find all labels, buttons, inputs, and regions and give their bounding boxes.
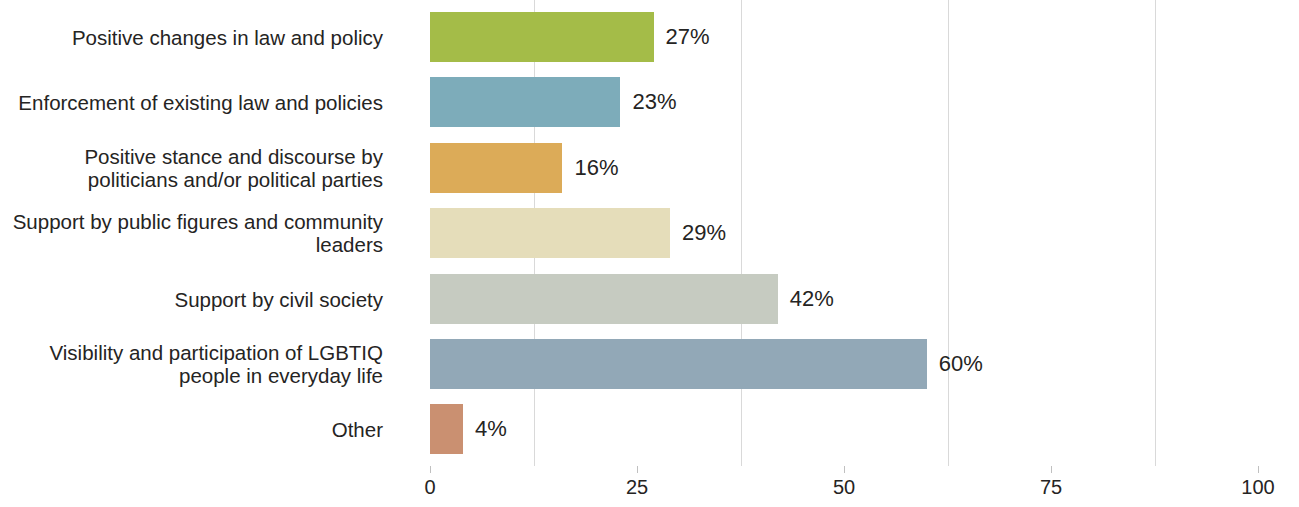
value-label: 23%	[632, 89, 676, 115]
bar[interactable]	[430, 77, 620, 127]
axis-tick-label: 50	[833, 476, 855, 499]
value-label: 29%	[682, 220, 726, 246]
minor-gridline	[1155, 0, 1156, 466]
bar[interactable]	[430, 12, 654, 62]
axis-tick-label: 100	[1241, 476, 1274, 499]
axis-tick	[637, 466, 638, 473]
category-label: Visibility and participation of LGBTIQ p…	[0, 341, 383, 387]
bar-chart: Positive changes in law and policy 27% Enf…	[0, 0, 1299, 507]
bar[interactable]	[430, 339, 927, 389]
bar[interactable]	[430, 208, 670, 258]
minor-gridline	[741, 0, 742, 466]
axis-tick-label: 0	[424, 476, 435, 499]
value-label: 4%	[475, 416, 507, 442]
axis-tick	[430, 466, 431, 473]
axis-tick-label: 25	[626, 476, 648, 499]
bar[interactable]	[430, 404, 463, 454]
category-label: Positive stance and discourse by politic…	[0, 145, 383, 191]
value-label: 42%	[790, 286, 834, 312]
minor-gridline	[948, 0, 949, 466]
axis-tick	[844, 466, 845, 473]
category-label: Enforcement of existing law and policies	[0, 91, 383, 114]
value-label: 60%	[939, 351, 983, 377]
axis-tick	[1258, 466, 1259, 473]
value-label: 16%	[574, 155, 618, 181]
category-label: Positive changes in law and policy	[0, 26, 383, 49]
category-label: Support by civil society	[0, 287, 383, 310]
axis-tick	[1051, 466, 1052, 473]
category-label: Other	[0, 418, 383, 441]
value-label: 27%	[666, 24, 710, 50]
category-label: Support by public figures and community …	[0, 210, 383, 256]
axis-tick-label: 75	[1040, 476, 1062, 499]
bar[interactable]	[430, 274, 778, 324]
bar[interactable]	[430, 143, 562, 193]
